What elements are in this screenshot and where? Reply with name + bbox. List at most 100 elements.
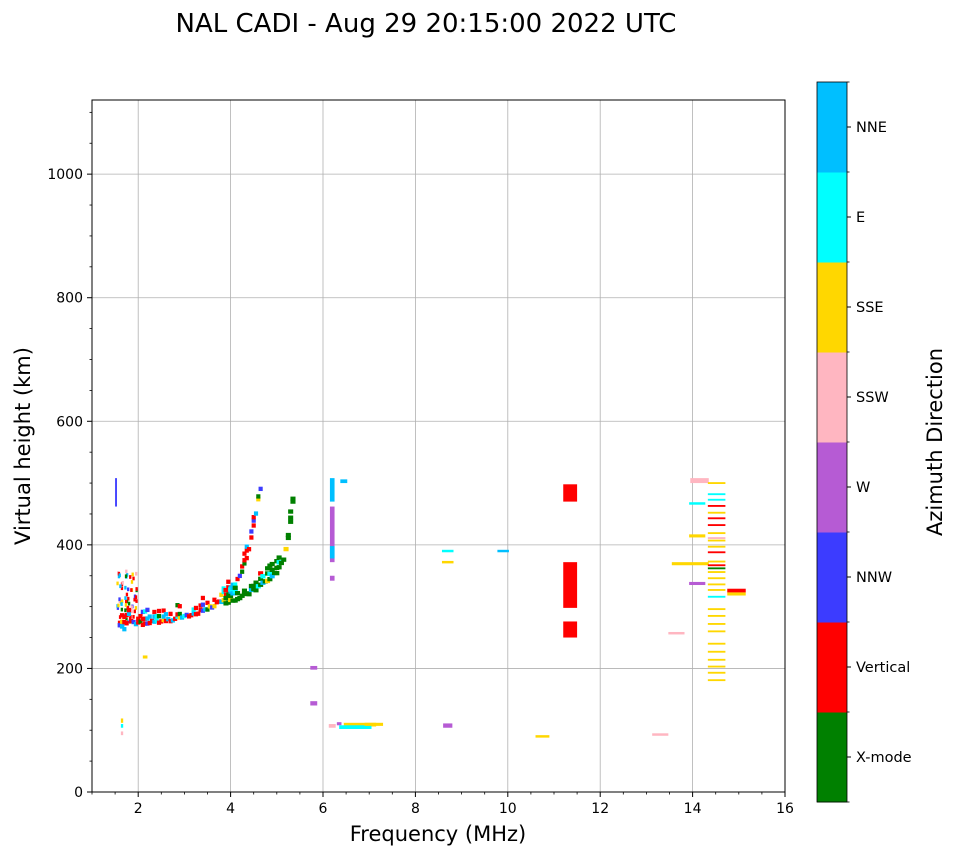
echo-mark bbox=[283, 546, 289, 552]
echo-mark bbox=[175, 614, 180, 619]
colorbar-swatch-w bbox=[817, 442, 847, 533]
echo-mark bbox=[278, 560, 284, 566]
echo-mark bbox=[198, 603, 203, 608]
echo-mark bbox=[497, 549, 509, 553]
echo-mark bbox=[125, 599, 128, 604]
echo-mark bbox=[274, 570, 280, 576]
echo-mark bbox=[310, 665, 318, 670]
echo-mark bbox=[563, 562, 578, 608]
colorbar-label-nne: NNE bbox=[856, 120, 887, 136]
echo-mark bbox=[288, 519, 294, 524]
echo-mark bbox=[707, 498, 726, 501]
echo-mark bbox=[340, 479, 348, 484]
colorbar-label-vertical: Vertical bbox=[856, 660, 910, 676]
echo-mark bbox=[563, 484, 578, 502]
x-axis-label: Frequency (MHz) bbox=[350, 822, 526, 846]
echo-mark bbox=[223, 587, 229, 593]
echo-mark bbox=[154, 618, 159, 623]
echo-mark bbox=[182, 613, 187, 619]
echo-mark bbox=[193, 605, 199, 611]
echo-mark bbox=[288, 515, 294, 520]
echo-mark bbox=[116, 581, 119, 586]
echo-mark bbox=[210, 605, 215, 610]
echo-mark bbox=[161, 614, 166, 619]
echo-mark bbox=[251, 515, 256, 520]
echo-mark bbox=[329, 546, 335, 559]
echo-mark bbox=[152, 614, 157, 619]
echo-mark bbox=[130, 588, 133, 592]
echo-mark bbox=[707, 551, 726, 554]
echo-mark bbox=[207, 604, 212, 609]
colorbar-label-nnw: NNW bbox=[856, 570, 892, 586]
echo-mark bbox=[119, 584, 122, 589]
colorbar-swatch-nnw bbox=[817, 532, 847, 623]
colorbar-swatch-ssw bbox=[817, 352, 847, 443]
echo-mark bbox=[130, 605, 133, 610]
echo-mark bbox=[285, 532, 291, 538]
echo-mark bbox=[707, 571, 726, 573]
echo-mark bbox=[120, 731, 124, 736]
echo-mark bbox=[156, 614, 162, 619]
echo-mark bbox=[177, 615, 182, 620]
echo-mark bbox=[242, 561, 247, 566]
echo-mark bbox=[258, 486, 263, 492]
echo-mark bbox=[223, 592, 229, 597]
echo-mark bbox=[707, 630, 726, 633]
echo-mark bbox=[668, 631, 685, 635]
chart-title: NAL CADI - Aug 29 20:15:00 2022 UTC bbox=[176, 9, 677, 39]
echo-mark bbox=[253, 580, 259, 585]
echo-mark bbox=[124, 621, 129, 626]
echo-mark bbox=[258, 571, 264, 576]
echo-mark bbox=[269, 574, 275, 579]
echo-mark bbox=[269, 567, 275, 573]
echo-mark bbox=[707, 665, 726, 668]
echo-mark bbox=[707, 511, 726, 514]
echo-mark bbox=[175, 603, 180, 608]
x-tick-label: 10 bbox=[499, 801, 517, 817]
y-axis: 0 200 400 600 800 1000 bbox=[47, 111, 92, 801]
echo-mark bbox=[130, 609, 133, 614]
echo-mark bbox=[140, 616, 145, 622]
echo-mark bbox=[276, 555, 282, 560]
echo-mark bbox=[251, 583, 257, 589]
echo-mark bbox=[251, 523, 256, 528]
x-tick-label: 4 bbox=[226, 801, 235, 817]
echo-mark bbox=[163, 612, 168, 617]
echo-mark bbox=[125, 569, 128, 574]
echo-mark bbox=[120, 718, 124, 723]
echo-mark bbox=[145, 616, 150, 621]
echo-mark bbox=[288, 509, 294, 514]
echo-mark bbox=[135, 571, 138, 576]
echo-mark bbox=[138, 619, 143, 624]
echo-mark bbox=[163, 618, 168, 624]
echo-mark bbox=[154, 613, 159, 619]
echo-mark bbox=[707, 539, 726, 542]
echo-mark bbox=[249, 529, 254, 534]
echo-mark bbox=[191, 611, 196, 616]
echo-mark bbox=[117, 623, 122, 628]
echo-mark bbox=[205, 600, 210, 605]
echo-mark bbox=[140, 622, 145, 628]
echo-mark bbox=[203, 607, 208, 612]
echo-mark bbox=[133, 609, 136, 614]
echo-mark bbox=[184, 612, 189, 618]
echo-mark bbox=[175, 612, 180, 617]
y-tick-label: 0 bbox=[74, 785, 83, 801]
echo-mark bbox=[117, 620, 121, 625]
x-tick-label: 8 bbox=[411, 801, 420, 817]
echo-mark bbox=[652, 733, 669, 736]
echo-mark bbox=[328, 724, 336, 728]
echo-mark bbox=[134, 606, 138, 610]
echo-mark bbox=[159, 619, 164, 624]
x-tick-label: 14 bbox=[684, 801, 702, 817]
echo-mark bbox=[140, 609, 145, 615]
echo-mark bbox=[281, 557, 287, 562]
echo-mark bbox=[343, 722, 377, 727]
echo-mark bbox=[707, 623, 726, 625]
echo-mark bbox=[120, 724, 124, 728]
echo-mark bbox=[707, 658, 726, 661]
echo-mark bbox=[563, 621, 578, 638]
echo-mark bbox=[212, 597, 217, 602]
echo-mark bbox=[132, 614, 135, 619]
echo-mark bbox=[156, 608, 162, 614]
